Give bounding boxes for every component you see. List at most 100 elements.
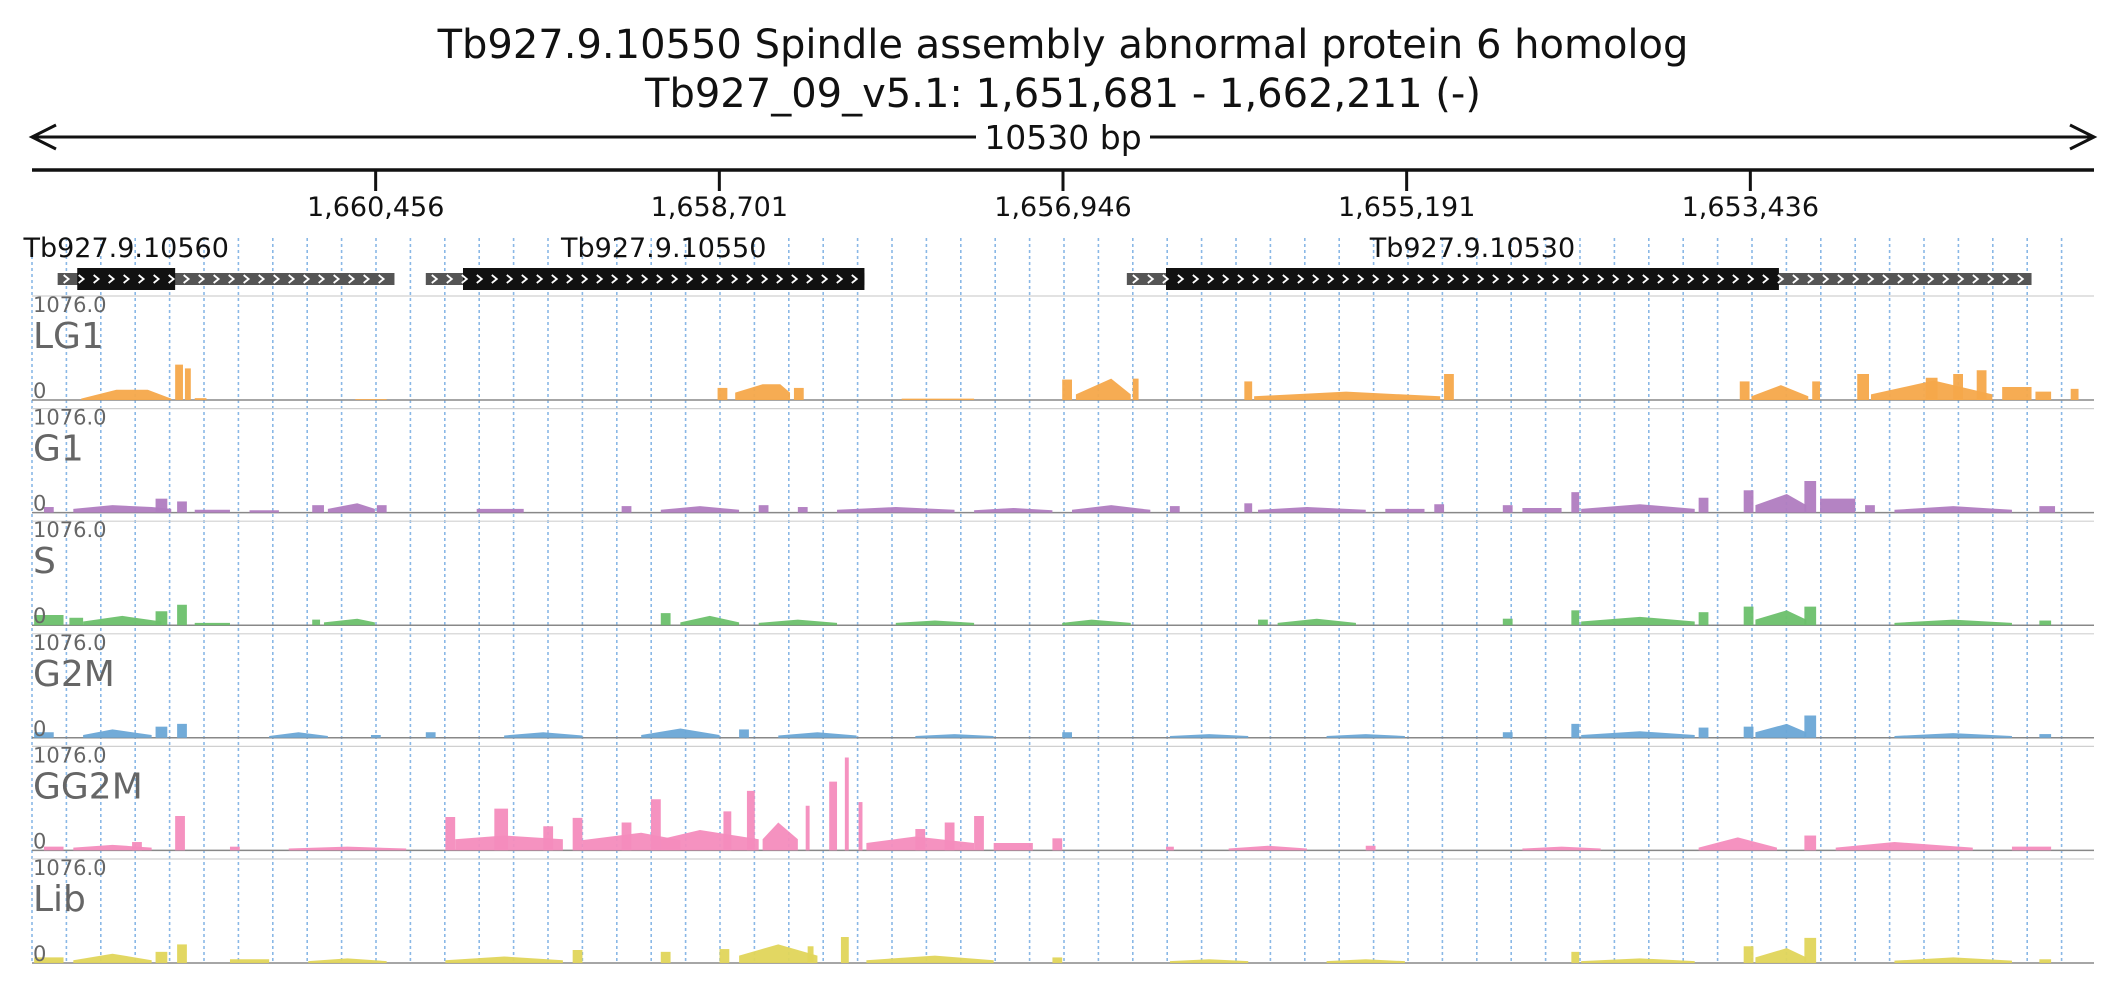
track-name: S	[33, 541, 56, 582]
coverage-area	[177, 723, 187, 738]
coverage-area	[73, 505, 172, 513]
coverage-area	[660, 951, 671, 963]
coverage-area	[504, 732, 583, 738]
coverage-area	[1434, 504, 1445, 513]
coverage-area	[621, 822, 632, 851]
coverage-area	[155, 611, 168, 626]
track-S: 1076.0S 0	[32, 518, 2094, 628]
coverage-area	[1698, 837, 1777, 851]
coverage-area	[793, 387, 804, 400]
coverage-area	[308, 958, 387, 963]
strand-chevron	[1942, 274, 1950, 284]
coverage-area	[81, 389, 172, 400]
coverage-area	[866, 955, 994, 963]
strand-chevron	[1237, 274, 1245, 284]
coverage-area	[229, 959, 270, 963]
strand-chevron	[1522, 274, 1530, 284]
track-ymax-label: 1076.0	[33, 293, 106, 317]
coverage-area	[1581, 958, 1695, 963]
track-G1: 1076.0G1 0	[32, 406, 2094, 516]
coverage-area	[1755, 948, 1807, 963]
coverage-area	[1739, 381, 1750, 400]
strand-chevron	[581, 274, 589, 284]
strand-chevron	[1912, 274, 1920, 284]
coverage-area	[723, 811, 732, 851]
strand-chevron	[1357, 274, 1365, 284]
strand-chevron	[1177, 274, 1185, 284]
strand-chevron	[1132, 274, 1140, 284]
strand-chevron	[1492, 274, 1500, 284]
strand-chevron	[746, 274, 754, 284]
strand-chevron	[1897, 274, 1905, 284]
coverage-area	[1804, 606, 1817, 626]
strand-chevron	[93, 274, 101, 284]
strand-chevron	[123, 274, 131, 284]
strand-chevron	[446, 274, 454, 284]
coverage-area	[175, 816, 185, 851]
coverage-area	[762, 822, 798, 851]
strand-chevron	[2017, 274, 2025, 284]
coverage-area	[1258, 619, 1268, 626]
span-length-label: 10530 bp	[984, 118, 1141, 157]
coverage-area	[1804, 937, 1817, 963]
coverage-area	[1976, 370, 1987, 400]
coverage-area	[1062, 379, 1073, 400]
coverage-area	[323, 618, 375, 626]
strand-chevron	[521, 274, 529, 284]
coverage-area	[43, 507, 54, 513]
coverage-area	[73, 953, 152, 963]
coverage-area	[1571, 610, 1580, 626]
strand-chevron	[851, 274, 859, 284]
coverage-area	[1835, 842, 1973, 851]
strand-chevron	[836, 274, 844, 284]
coverage-area	[1894, 957, 2012, 963]
track-ymin-label: 0	[33, 829, 46, 853]
coverage-area	[229, 846, 240, 851]
gene-label: Tb927.9.10530	[1369, 233, 1575, 264]
strand-chevron	[1477, 274, 1485, 284]
coverage-area	[1169, 734, 1249, 738]
strand-chevron	[1162, 274, 1170, 284]
strand-chevron	[686, 274, 694, 284]
track-ymax-label: 1076.0	[33, 856, 106, 880]
strand-chevron	[791, 274, 799, 284]
track-ymin-label: 0	[33, 717, 46, 741]
coverage-area	[2002, 386, 2032, 400]
strand-chevron	[108, 274, 116, 284]
strand-chevron	[1672, 274, 1680, 284]
coverage-area	[1326, 959, 1405, 963]
coverage-area	[1743, 726, 1754, 738]
track-ymax-label: 1076.0	[33, 743, 106, 767]
strand-chevron	[431, 274, 439, 284]
coverage-area	[1755, 610, 1807, 626]
coverage-area	[739, 729, 749, 738]
coverage-area	[1258, 507, 1366, 513]
strand-chevron	[1417, 274, 1425, 284]
coverage-area	[1571, 492, 1580, 513]
coverage-area	[572, 817, 583, 851]
strand-chevron	[701, 274, 709, 284]
strand-chevron	[1192, 274, 1200, 284]
strand-chevron	[348, 274, 356, 284]
coverage-area	[455, 835, 563, 851]
strand-chevron	[1822, 274, 1830, 284]
coverage-area	[837, 507, 955, 513]
strand-chevron	[461, 274, 469, 284]
axis-tick-label: 1,653,436	[1682, 192, 1819, 223]
strand-chevron	[1432, 274, 1440, 284]
track-name: G2M	[33, 654, 115, 695]
coverage-area	[1277, 618, 1356, 626]
strand-chevron	[716, 274, 724, 284]
strand-chevron	[1957, 274, 1965, 284]
coverage-area	[445, 956, 563, 963]
coverage-area	[1522, 507, 1562, 513]
coverage-area	[1581, 616, 1695, 626]
coverage-area	[778, 732, 857, 738]
coverage-area	[1502, 505, 1513, 513]
coverage-area	[1502, 732, 1513, 738]
coverage-area	[1865, 505, 1875, 513]
axis-tick-label: 1,655,191	[1338, 192, 1475, 223]
coverage-area	[155, 498, 168, 513]
